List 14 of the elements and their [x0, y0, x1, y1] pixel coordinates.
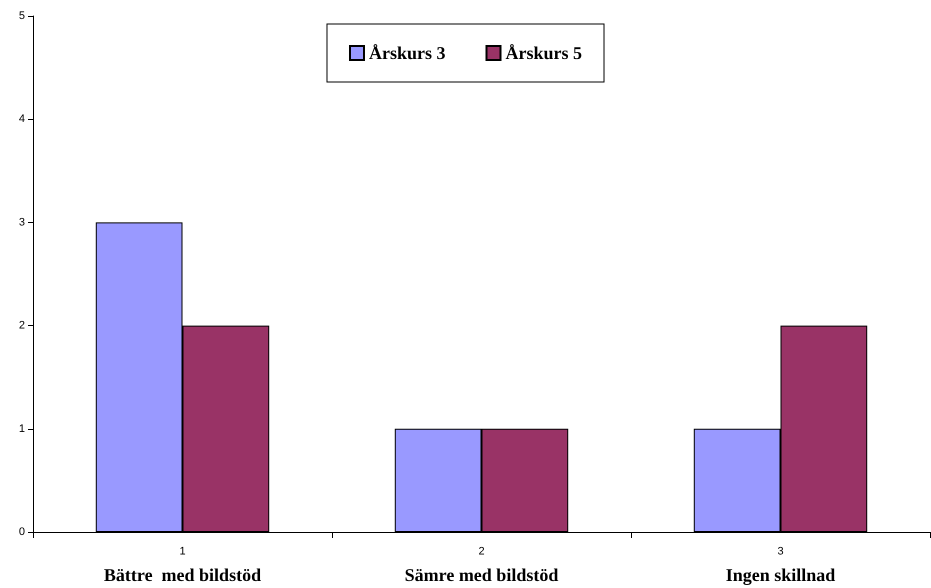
y-tick-label: 3	[18, 216, 25, 228]
y-tick-label: 4	[18, 113, 25, 126]
x-tick-label: 3	[777, 546, 784, 558]
legend-label: Årskurs 3	[368, 43, 446, 63]
y-tick-label: 2	[18, 320, 25, 332]
y-tick-label: 5	[18, 10, 25, 22]
y-tick-label: 0	[18, 526, 25, 538]
text: Sämre med bildstöd	[404, 565, 558, 585]
legend-label: Årskurs 5	[506, 43, 582, 63]
text: Ingen skillnad	[726, 565, 836, 585]
text: Bättre med bildstöd	[104, 565, 262, 585]
x-tick-label: 1	[179, 546, 186, 558]
x-tick-label: 2	[478, 546, 485, 558]
y-tick-label: 1	[18, 422, 25, 435]
